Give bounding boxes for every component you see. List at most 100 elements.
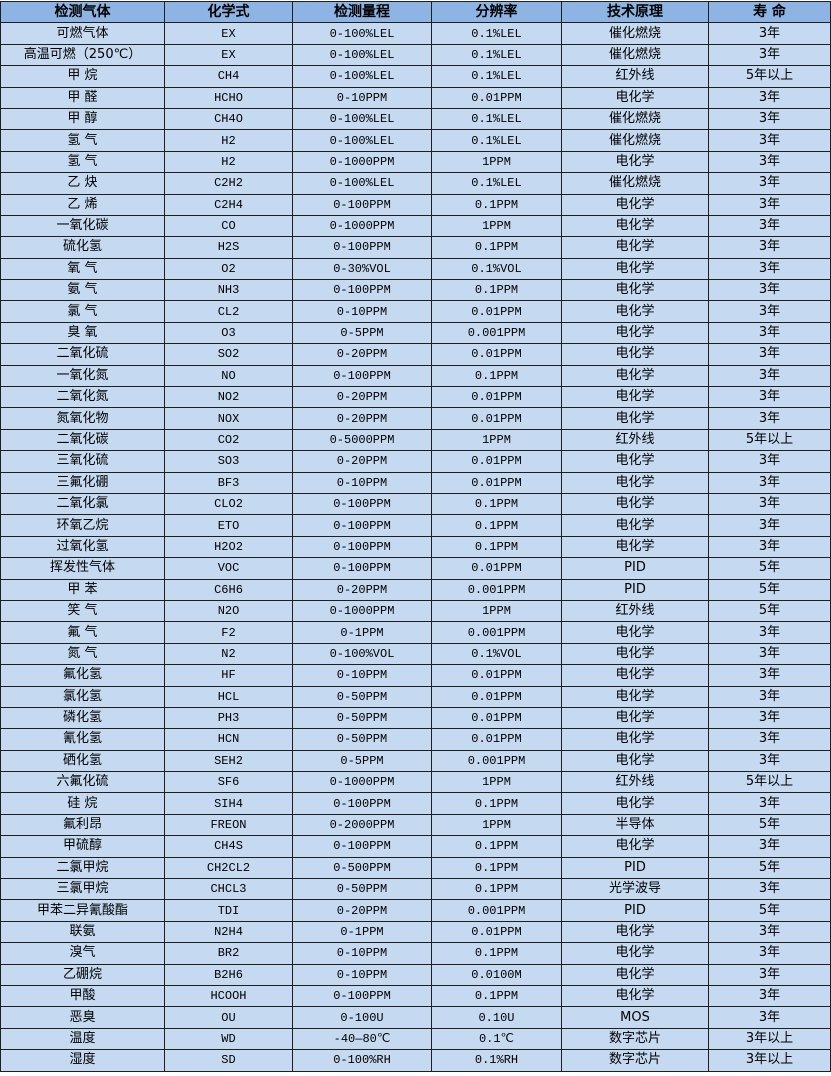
table-row: 二氯甲烷 CH2CL2 0-500PPM 0.1PPM PID 5年 — [0, 856, 831, 880]
cell-resolution: 0.01PPM — [431, 557, 562, 580]
cell-formula: NH3 — [164, 279, 293, 302]
table-row: 氟 气 F2 0-1PPM 0.001PPM 电化学 3年 — [0, 621, 831, 644]
cell-range: 0-10PPM — [292, 86, 432, 109]
cell-principle: 电化学 — [561, 492, 709, 516]
cell-formula: N2H4 — [164, 920, 293, 944]
cell-resolution: 1PPM — [431, 428, 562, 452]
cell-gas: 甲 苯 — [0, 578, 165, 601]
cell-formula: HCHO — [164, 86, 293, 109]
cell-range: 0-20PPM — [292, 578, 432, 601]
cell-gas: 甲 醇 — [0, 107, 165, 131]
table-row: 三氟化硼 BF3 0-10PPM 0.01PPM 电化学 3年 — [0, 471, 831, 494]
header-col-range: 检测量程 — [292, 0, 432, 24]
table-row: 硅 烷 SIH4 0-100PPM 0.1PPM 电化学 3年 — [0, 792, 831, 815]
cell-formula: B2H6 — [164, 963, 293, 986]
cell-lifespan: 3年 — [708, 471, 831, 494]
table-row: 溴气 BR2 0-10PPM 0.1PPM 电化学 3年 — [0, 942, 831, 965]
table-row: 臭 氧 O3 0-5PPM 0.001PPM 电化学 3年 — [0, 321, 831, 345]
cell-lifespan: 3年 — [708, 749, 831, 773]
header-col-formula: 化学式 — [164, 0, 293, 24]
cell-gas: 环氧乙烷 — [0, 514, 165, 537]
cell-gas: 氯化氢 — [0, 685, 165, 708]
cell-resolution: 0.01PPM — [431, 386, 562, 409]
cell-lifespan: 3年 — [708, 279, 831, 302]
cell-range: 0-100PPM — [292, 193, 432, 216]
cell-gas: 三氧化硫 — [0, 450, 165, 473]
cell-formula: SO2 — [164, 343, 293, 366]
cell-resolution: 0.001PPM — [431, 321, 562, 345]
cell-principle: 红外线 — [561, 65, 709, 88]
cell-range: 0-20PPM — [292, 450, 432, 473]
cell-resolution: 0.001PPM — [431, 621, 562, 644]
cell-formula: EX — [164, 22, 293, 45]
table-row: 氟化氢 HF 0-10PPM 0.01PPM 电化学 3年 — [0, 664, 831, 687]
cell-range: 0-10PPM — [292, 942, 432, 965]
cell-resolution: 0.1%LEL — [431, 22, 562, 45]
cell-lifespan: 3年 — [708, 150, 831, 174]
cell-principle: 催化燃烧 — [561, 22, 709, 45]
cell-resolution: 0.1PPM — [431, 535, 562, 559]
cell-principle: 电化学 — [561, 257, 709, 281]
table-row: 可燃气体 EX 0-100%LEL 0.1%LEL 催化燃烧 3年 — [0, 22, 831, 45]
cell-lifespan: 3年 — [708, 343, 831, 366]
cell-gas: 一氧化氮 — [0, 364, 165, 388]
header-col-lifespan: 寿 命 — [708, 0, 831, 24]
cell-gas: 三氟化硼 — [0, 471, 165, 494]
cell-formula: CO — [164, 214, 293, 238]
table-row: 挥发性气体 VOC 0-100PPM 0.01PPM PID 5年 — [0, 557, 831, 580]
cell-resolution: 0.1PPM — [431, 792, 562, 815]
cell-formula: TDI — [164, 899, 293, 922]
cell-range: 0-20PPM — [292, 343, 432, 366]
cell-principle: 数字芯片 — [561, 1027, 709, 1051]
cell-gas: 甲酸 — [0, 984, 165, 1008]
cell-range: 0-10PPM — [292, 664, 432, 687]
cell-formula: CH4 — [164, 65, 293, 88]
cell-gas: 氮 气 — [0, 642, 165, 666]
cell-principle: 红外线 — [561, 428, 709, 452]
cell-resolution: 1PPM — [431, 150, 562, 174]
cell-resolution: 0.01PPM — [431, 407, 562, 430]
table-row: 六氟化硫 SF6 0-1000PPM 1PPM 红外线 5年以上 — [0, 771, 831, 794]
table-row: 笑 气 N2O 0-1000PPM 1PPM 红外线 5年 — [0, 599, 831, 623]
cell-formula: CLO2 — [164, 492, 293, 516]
cell-range: 0-50PPM — [292, 728, 432, 751]
cell-range: 0-100%LEL — [292, 43, 432, 67]
cell-principle: 电化学 — [561, 685, 709, 708]
table-row: 二氧化硫 SO2 0-20PPM 0.01PPM 电化学 3年 — [0, 343, 831, 366]
table-row: 三氯甲烷 CHCL3 0-50PPM 0.1PPM 光学波导 3年 — [0, 878, 831, 901]
cell-range: 0-50PPM — [292, 685, 432, 708]
cell-resolution: 0.10U — [431, 1006, 562, 1029]
header-col-gas: 检测气体 — [0, 0, 165, 24]
cell-principle: 电化学 — [561, 792, 709, 815]
cell-lifespan: 3年 — [708, 706, 831, 730]
cell-principle: 电化学 — [561, 279, 709, 302]
cell-principle: 电化学 — [561, 749, 709, 773]
cell-principle: 电化学 — [561, 214, 709, 238]
cell-range: 0-100%LEL — [292, 22, 432, 45]
cell-principle: MOS — [561, 1006, 709, 1029]
table-row: 乙 烯 C2H4 0-100PPM 0.1PPM 电化学 3年 — [0, 193, 831, 216]
cell-lifespan: 3年 — [708, 321, 831, 345]
cell-resolution: 0.1PPM — [431, 492, 562, 516]
cell-principle: 电化学 — [561, 364, 709, 388]
cell-gas: 氟 气 — [0, 621, 165, 644]
cell-gas: 溴气 — [0, 942, 165, 965]
cell-principle: PID — [561, 899, 709, 922]
cell-formula: SO3 — [164, 450, 293, 473]
cell-resolution: 0.01PPM — [431, 300, 562, 323]
cell-lifespan: 3年 — [708, 43, 831, 67]
cell-formula: SIH4 — [164, 792, 293, 815]
cell-resolution: 0.1PPM — [431, 236, 562, 259]
cell-formula: CH4S — [164, 835, 293, 858]
cell-gas: 氨 气 — [0, 279, 165, 302]
table-row: 甲酸 HCOOH 0-100PPM 0.1PPM 电化学 3年 — [0, 984, 831, 1008]
cell-resolution: 0.1%LEL — [431, 43, 562, 67]
cell-lifespan: 3年 — [708, 835, 831, 858]
cell-range: 0-1000PPM — [292, 599, 432, 623]
cell-principle: 电化学 — [561, 300, 709, 323]
cell-principle: 电化学 — [561, 236, 709, 259]
cell-lifespan: 5年 — [708, 899, 831, 922]
cell-principle: 电化学 — [561, 835, 709, 858]
cell-lifespan: 3年 — [708, 984, 831, 1008]
cell-gas: 氟利昂 — [0, 813, 165, 837]
